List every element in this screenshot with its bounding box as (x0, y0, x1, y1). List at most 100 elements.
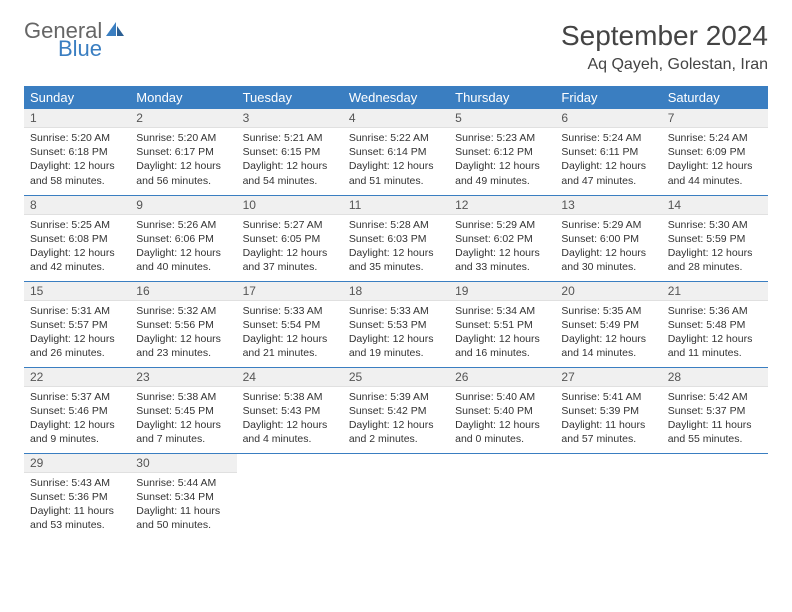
daylight-line: Daylight: 12 hours and 40 minutes. (136, 247, 221, 273)
sunrise-line: Sunrise: 5:43 AM (30, 477, 110, 489)
day-data: Sunrise: 5:25 AMSunset: 6:08 PMDaylight:… (24, 215, 130, 281)
sunrise-line: Sunrise: 5:34 AM (455, 305, 535, 317)
calendar-cell: 15Sunrise: 5:31 AMSunset: 5:57 PMDayligh… (24, 281, 130, 367)
calendar-cell: 8Sunrise: 5:25 AMSunset: 6:08 PMDaylight… (24, 195, 130, 281)
day-data: Sunrise: 5:22 AMSunset: 6:14 PMDaylight:… (343, 128, 449, 194)
sunset-line: Sunset: 6:02 PM (455, 233, 533, 245)
day-number: 9 (130, 196, 236, 215)
sunset-line: Sunset: 6:11 PM (561, 146, 638, 158)
calendar-cell: 27Sunrise: 5:41 AMSunset: 5:39 PMDayligh… (555, 367, 661, 453)
day-number: 25 (343, 368, 449, 387)
calendar-cell: 14Sunrise: 5:30 AMSunset: 5:59 PMDayligh… (662, 195, 768, 281)
weekday-header: Friday (555, 86, 661, 109)
calendar-cell: 17Sunrise: 5:33 AMSunset: 5:54 PMDayligh… (237, 281, 343, 367)
calendar: SundayMondayTuesdayWednesdayThursdayFrid… (24, 86, 768, 539)
daylight-line: Daylight: 11 hours and 50 minutes. (136, 505, 220, 531)
weekday-header-row: SundayMondayTuesdayWednesdayThursdayFrid… (24, 86, 768, 109)
calendar-cell (555, 453, 661, 539)
weekday-header: Monday (130, 86, 236, 109)
sunset-line: Sunset: 5:57 PM (30, 319, 108, 331)
calendar-cell: 1Sunrise: 5:20 AMSunset: 6:18 PMDaylight… (24, 109, 130, 195)
sunset-line: Sunset: 6:05 PM (243, 233, 321, 245)
day-data: Sunrise: 5:33 AM Sunset: 5:53 PM Daylight:… (343, 301, 449, 367)
sunrise-line: Sunrise: 5:33 AM (349, 305, 429, 317)
day-number: 28 (662, 368, 768, 387)
day-data: Sunrise: 5:33 AMSunset: 5:54 PMDaylight:… (237, 301, 343, 367)
sunrise-line: Sunrise: 5:28 AM (349, 219, 429, 231)
calendar-cell: 19Sunrise: 5:34 AMSunset: 5:51 PMDayligh… (449, 281, 555, 367)
sunrise-line: Sunrise: 5:33 AM (243, 305, 323, 317)
calendar-cell: 6Sunrise: 5:24 AMSunset: 6:11 PMDaylight… (555, 109, 661, 195)
calendar-cell (237, 453, 343, 539)
sunset-line: Sunset: 5:49 PM (561, 319, 639, 331)
day-number: 14 (662, 196, 768, 215)
sunset-line: Sunset: 5:48 PM (668, 319, 746, 331)
day-data: Sunrise: 5:23 AMSunset: 6:12 PMDaylight:… (449, 128, 555, 194)
calendar-cell: 29Sunrise: 5:43 AMSunset: 5:36 PMDayligh… (24, 453, 130, 539)
sunset-line: Sunset: 5:53 PM (349, 319, 427, 331)
sunset-line: Sunset: 5:45 PM (136, 405, 214, 417)
calendar-row: 15Sunrise: 5:31 AMSunset: 5:57 PMDayligh… (24, 281, 768, 367)
sunset-line: Sunset: 6:17 PM (136, 146, 214, 158)
title-block: September 2024 Aq Qayeh, Golestan, Iran (561, 20, 768, 74)
calendar-cell: 30Sunrise: 5:44 AMSunset: 5:34 PMDayligh… (130, 453, 236, 539)
logo-sail-icon (104, 20, 126, 38)
daylight-line: Daylight: 12 hours and 0 minutes. (455, 419, 540, 445)
location: Aq Qayeh, Golestan, Iran (561, 56, 768, 74)
day-data: Sunrise: 5:20 AMSunset: 6:18 PMDaylight:… (24, 128, 130, 194)
calendar-cell: 24Sunrise: 5:38 AMSunset: 5:43 PMDayligh… (237, 367, 343, 453)
sunrise-line: Sunrise: 5:29 AM (561, 219, 641, 231)
sunrise-line: Sunrise: 5:20 AM (30, 132, 110, 144)
calendar-cell: 7Sunrise: 5:24 AMSunset: 6:09 PMDaylight… (662, 109, 768, 195)
sunrise-line: Sunrise: 5:39 AM (349, 391, 429, 403)
sunset-line: Sunset: 6:14 PM (349, 146, 427, 158)
sunset-line: Sunset: 5:43 PM (243, 405, 321, 417)
calendar-cell: 2Sunrise: 5:20 AMSunset: 6:17 PMDaylight… (130, 109, 236, 195)
daylight-line: Daylight: 12 hours and 9 minutes. (30, 419, 115, 445)
weekday-header: Thursday (449, 86, 555, 109)
day-number: 17 (237, 282, 343, 301)
day-number: 27 (555, 368, 661, 387)
sunset-line: Sunset: 5:56 PM (136, 319, 214, 331)
sunrise-line: Sunrise: 5:29 AM (455, 219, 535, 231)
day-number: 2 (130, 109, 236, 128)
sunrise-line: Sunrise: 5:31 AM (30, 305, 110, 317)
day-number: 5 (449, 109, 555, 128)
sunrise-line: Sunrise: 5:23 AM (455, 132, 535, 144)
daylight-line: Daylight: 12 hours and 28 minutes. (668, 247, 753, 273)
sunset-line: Sunset: 6:18 PM (30, 146, 108, 158)
sunset-line: Sunset: 6:06 PM (136, 233, 214, 245)
day-data: Sunrise: 5:31 AM Sunset: 5:57 PM Daylight:… (24, 301, 130, 367)
day-number: 11 (343, 196, 449, 215)
sunset-line: Sunset: 5:59 PM (668, 233, 746, 245)
logo-text-blue: Blue (58, 38, 126, 60)
calendar-cell: 10Sunrise: 5:27 AMSunset: 6:05 PMDayligh… (237, 195, 343, 281)
daylight-line: Daylight: 12 hours and 4 minutes. (243, 419, 328, 445)
weekday-header: Wednesday (343, 86, 449, 109)
sunrise-line: Sunrise: 5:37 AM (30, 391, 110, 403)
calendar-cell: 9Sunrise: 5:26 AMSunset: 6:06 PMDaylight… (130, 195, 236, 281)
sunset-line: Sunset: 5:51 PM (455, 319, 533, 331)
calendar-cell: 28Sunrise: 5:42 AMSunset: 5:37 PMDayligh… (662, 367, 768, 453)
sunrise-line: Sunrise: 5:36 AM (668, 305, 748, 317)
month-title: September 2024 (561, 20, 768, 52)
day-data: Sunrise: 5:26 AMSunset: 6:06 PMDaylight:… (130, 215, 236, 281)
day-data: Sunrise: 5:29 AMSunset: 6:02 PMDaylight:… (449, 215, 555, 281)
daylight-line: Daylight: 12 hours and 19 minutes. (349, 333, 434, 359)
daylight-line: Daylight: 12 hours and 16 minutes. (455, 333, 540, 359)
day-data: Sunrise: 5:38 AMSunset: 5:43 PMDaylight:… (237, 387, 343, 453)
calendar-cell (449, 453, 555, 539)
calendar-cell: 26Sunrise: 5:40 AMSunset: 5:40 PMDayligh… (449, 367, 555, 453)
sunset-line: Sunset: 5:37 PM (668, 405, 746, 417)
calendar-cell: 11Sunrise: 5:28 AMSunset: 6:03 PMDayligh… (343, 195, 449, 281)
weekday-header: Saturday (662, 86, 768, 109)
day-number: 13 (555, 196, 661, 215)
daylight-line: Daylight: 12 hours and 26 minutes. (30, 333, 115, 359)
calendar-cell: 18Sunrise: 5:33 AMSunset: 5:53 PMDayligh… (343, 281, 449, 367)
calendar-cell: 21Sunrise: 5:36 AMSunset: 5:48 PMDayligh… (662, 281, 768, 367)
day-data: Sunrise: 5:37 AMSunset: 5:46 PMDaylight:… (24, 387, 130, 453)
day-data: Sunrise: 5:24 AMSunset: 6:09 PMDaylight:… (662, 128, 768, 194)
daylight-line: Daylight: 12 hours and 14 minutes. (561, 333, 646, 359)
sunset-line: Sunset: 5:39 PM (561, 405, 639, 417)
sunset-line: Sunset: 6:09 PM (668, 146, 746, 158)
